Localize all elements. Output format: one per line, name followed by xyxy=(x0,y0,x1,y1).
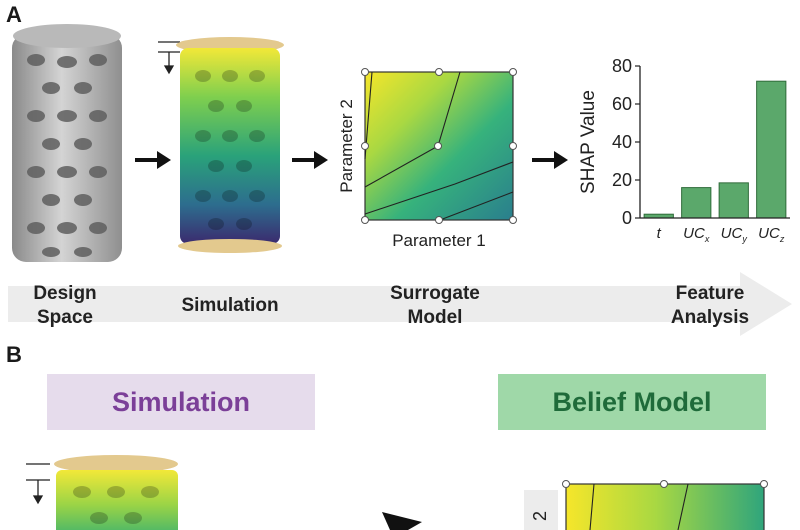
band-arrow-shape xyxy=(8,272,792,336)
stage-label-feature-analysis: Feature Analysis xyxy=(640,282,780,330)
stage-label-simulation: Simulation xyxy=(181,295,279,316)
stage-label-design-space: Design Space xyxy=(10,282,120,330)
simulation-model xyxy=(158,37,284,253)
stage-label-feature-line2: Analysis xyxy=(670,307,750,328)
panel-label-b: B xyxy=(6,342,22,367)
stage-label-surrogate-model: Surrogate Model xyxy=(360,282,510,330)
stage-label-design-line2: Space xyxy=(37,307,93,328)
simulation-model-b xyxy=(26,455,178,530)
shap-ylabel: SHAP Value xyxy=(578,90,599,194)
surrogate-contour-plot: Parameter 1 Parameter 2 xyxy=(337,68,517,250)
shap-bar-UCz xyxy=(756,80,787,219)
flow-arrow-1 xyxy=(135,151,171,169)
belief-model-box: Belief Model xyxy=(498,374,766,430)
panel-label-a: A xyxy=(6,2,22,27)
surrogate-ylabel: Parameter 2 xyxy=(337,99,356,193)
simulation-box-label: Simulation xyxy=(111,386,250,417)
belief-contour-plot: 2 xyxy=(524,480,768,530)
shap-x-label-UCy: UCy xyxy=(721,225,748,244)
shap-bar-UCy xyxy=(718,182,749,219)
shap-y-tick-label: 80 xyxy=(612,56,632,76)
partial-axis-label-bg xyxy=(524,490,558,530)
stage-label-surrogate-line1: Surrogate xyxy=(390,283,480,304)
shap-x-label-t: t xyxy=(657,225,662,242)
shap-x-label-UCz: UCz xyxy=(758,225,785,244)
shap-y-tick-label: 40 xyxy=(612,132,632,152)
partial-axis-tick: 2 xyxy=(530,511,550,521)
shap-bar-UCx xyxy=(681,187,712,219)
flow-arrow-3 xyxy=(532,151,568,169)
shap-y-tick-label: 20 xyxy=(612,170,632,190)
flow-arrow-2 xyxy=(292,151,328,169)
displacement-indicator-b xyxy=(26,463,50,505)
simulation-box: Simulation xyxy=(47,374,315,430)
belief-model-box-label: Belief Model xyxy=(552,386,712,417)
workflow-band xyxy=(8,272,792,336)
shap-bar-chart: 0 20 40 60 80 t UCx UCy UCz SHAP Value xyxy=(578,56,790,244)
shap-x-labels: t UCx UCy UCz xyxy=(657,225,785,244)
stage-label-design-line1: Design xyxy=(33,283,97,304)
shap-y-tick-label: 0 xyxy=(622,208,632,228)
shap-y-ticks: 0 20 40 60 80 xyxy=(612,56,640,228)
shap-x-label-UCx: UCx xyxy=(683,225,710,244)
stage-label-feature-line1: Feature xyxy=(675,283,745,304)
stage-label-surrogate-line2: Model xyxy=(407,307,463,328)
loop-arrow xyxy=(382,512,422,530)
surrogate-xlabel: Parameter 1 xyxy=(392,231,486,250)
shap-y-tick-label: 60 xyxy=(612,94,632,114)
displacement-indicator xyxy=(158,41,180,75)
shap-bars xyxy=(643,80,787,219)
design-space-lattice xyxy=(12,24,122,262)
